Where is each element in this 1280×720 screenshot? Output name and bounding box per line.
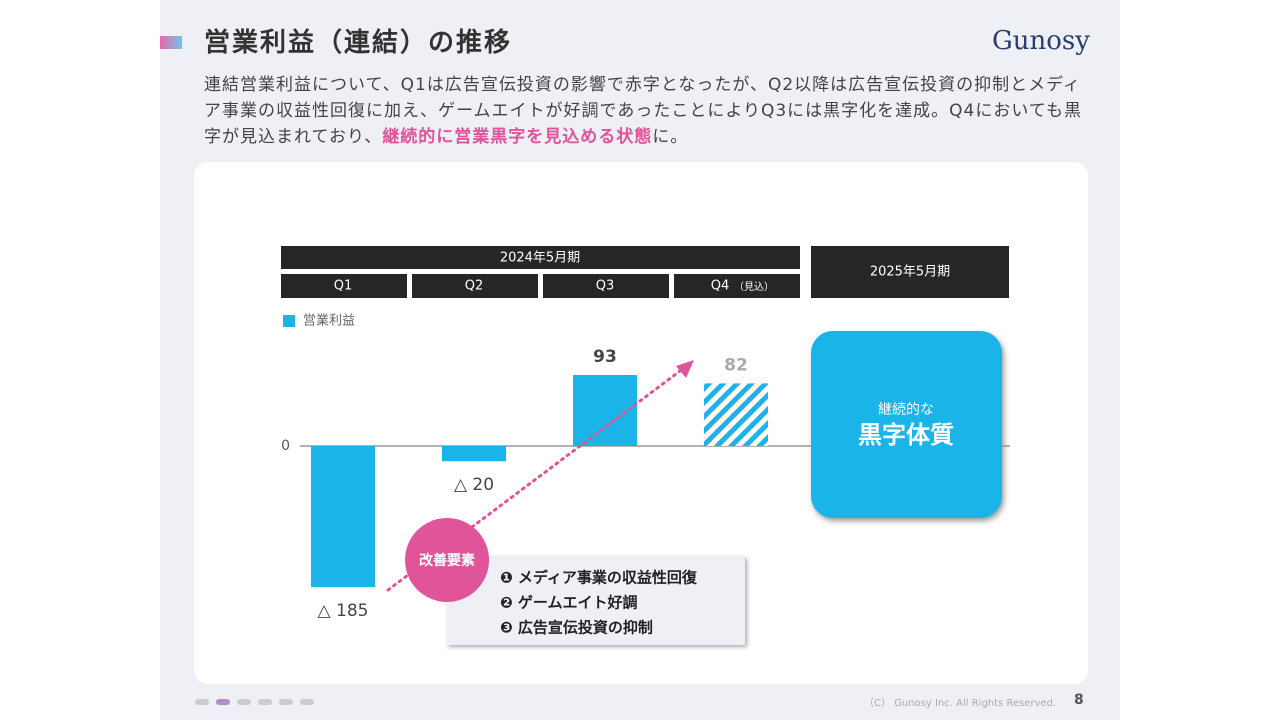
category-label: Q4 <box>711 279 730 294</box>
bar <box>442 445 506 462</box>
period-label: 2025年5月期 <box>870 265 950 280</box>
bar <box>573 374 637 446</box>
highlight: 継続的に営業黒字を見込める状態 <box>382 127 653 147</box>
bar <box>311 445 375 588</box>
arrow-head <box>676 360 694 378</box>
category-header <box>674 274 800 298</box>
improvement-item: ❸ 広告宣伝投資の抑制 <box>500 619 653 637</box>
improvement-title: 改善要素 <box>419 552 475 569</box>
period-header <box>811 246 1009 298</box>
category-label: Q3 <box>596 279 615 294</box>
period-label: 2024年5月期 <box>500 251 580 266</box>
category-header <box>412 274 538 298</box>
category-header <box>281 274 407 298</box>
title-mark <box>160 36 182 49</box>
legend-swatch <box>283 315 295 327</box>
value-label: △ 20 <box>454 475 494 495</box>
improvement-item: ❶ メディア事業の収益性回復 <box>500 569 698 587</box>
category-note: （見込） <box>734 281 774 293</box>
description-end: に。 <box>652 127 689 147</box>
legend-label: 営業利益 <box>303 313 355 329</box>
description: 連結営業利益について、Q1は広告宣伝投資の影響で赤字となったが、Q2以降は広告宣… <box>204 72 1084 150</box>
improvement-item: ❷ ゲームエイト好調 <box>500 594 637 612</box>
callout-large: 黒字体質 <box>858 421 954 449</box>
improvement-badge <box>405 518 489 602</box>
period-header <box>281 246 800 269</box>
description-text: 連結営業利益について、Q1は広告宣伝投資の影響で赤字となったが、Q2以降は広告宣… <box>204 75 1083 147</box>
title: 営業利益（連結）の推移 <box>204 28 513 58</box>
logo: Gunosy <box>992 26 1090 56</box>
copyright: （C） Gunosy Inc. All Rights Reserved. <box>864 698 1057 709</box>
improvement-box <box>447 556 745 645</box>
category-label: Q1 <box>334 279 353 294</box>
category-label: Q2 <box>465 279 484 294</box>
value-label: △ 185 <box>318 601 369 621</box>
bar <box>704 383 768 446</box>
category-header <box>543 274 669 298</box>
y-tick-label: 0 <box>281 438 290 454</box>
callout-box <box>811 331 1002 518</box>
page-number: 8 <box>1074 692 1084 708</box>
value-label: 82 <box>724 355 748 375</box>
dots <box>195 699 314 705</box>
callout-small: 継続的な <box>878 401 934 418</box>
value-label: 93 <box>593 347 617 367</box>
